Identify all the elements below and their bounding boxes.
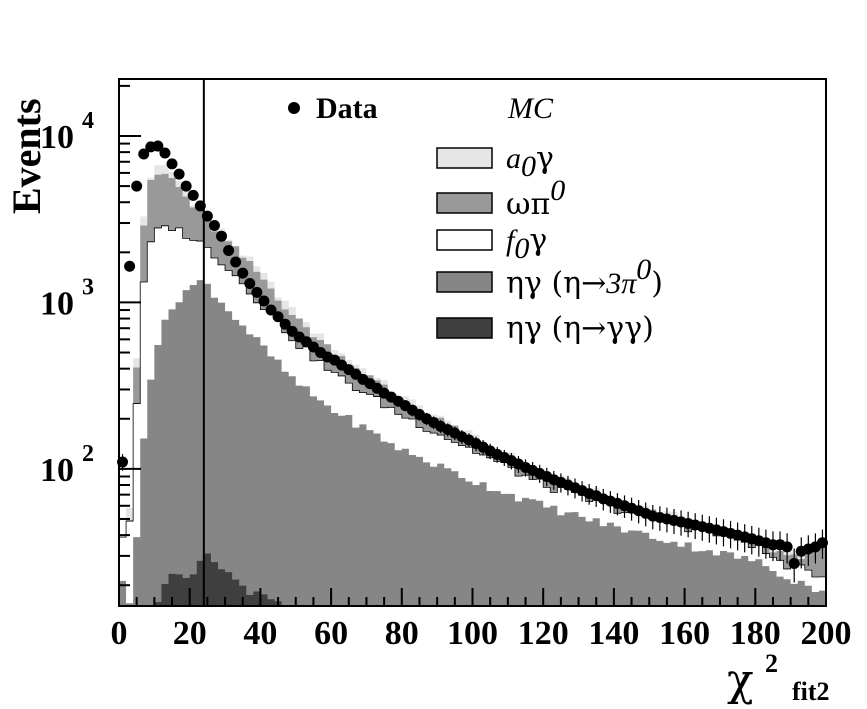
legend-label-f0g: f0γ	[506, 223, 547, 265]
data-point	[216, 230, 228, 242]
data-point-marker	[187, 189, 199, 201]
data-point-marker	[124, 260, 136, 272]
data-point-marker	[159, 147, 171, 159]
y-tick-label: 10	[40, 285, 74, 322]
y-axis-ticks: 10 2 10 3 10 4	[40, 84, 141, 587]
data-point-marker	[216, 230, 228, 242]
data-point	[187, 189, 199, 201]
x-tick-label: 60	[314, 615, 348, 652]
data-point-marker	[180, 180, 192, 192]
x-tick-label: 160	[659, 615, 710, 652]
data-point	[180, 180, 192, 192]
x-tick-label: 20	[173, 615, 207, 652]
legend-label-eta3pi: ηγ (η→3π0)	[506, 253, 663, 301]
data-point	[223, 245, 235, 257]
data-point-marker	[208, 219, 220, 231]
data-point	[173, 168, 185, 180]
data-point-marker	[173, 168, 185, 180]
data-point-marker	[258, 295, 270, 307]
x-tick-label: 80	[385, 615, 419, 652]
data-point	[131, 180, 143, 192]
data-point-marker	[279, 318, 291, 330]
data-point-marker	[781, 541, 793, 553]
legend-label-etagg: ηγ (η→γγ)	[506, 311, 654, 346]
x-axis-ticks: 0 20 40 60 80 100 120 140 160 180 200	[111, 588, 852, 652]
data-point-marker	[788, 558, 800, 570]
legend-data-marker	[288, 102, 300, 114]
y-tick-exponent: 4	[82, 108, 94, 134]
x-tick-label: 180	[730, 615, 781, 652]
data-point-marker	[138, 148, 150, 160]
data-point	[237, 267, 249, 279]
x-axis-title: χ 2 fit2	[727, 649, 830, 706]
data-point	[159, 147, 171, 159]
data-point-marker	[251, 286, 263, 298]
data-point	[788, 548, 800, 583]
data-point-marker	[265, 304, 277, 316]
legend-mc-header: MC	[507, 92, 554, 125]
data-point	[265, 304, 277, 316]
data-point	[124, 260, 136, 272]
legend: Data MC a0γ ωπ0 f0γ ηγ (η→3π0) ηγ (η→γγ)	[288, 92, 663, 346]
legend-swatch-a0g	[436, 147, 493, 169]
legend-swatch-etagg	[436, 317, 493, 339]
y-tick-exponent: 2	[82, 441, 94, 467]
legend-swatch-eta3pi	[436, 271, 493, 293]
data-point	[272, 311, 284, 323]
x-tick-label: 140	[588, 615, 639, 652]
x-tick-label: 200	[801, 615, 852, 652]
data-point	[279, 318, 291, 330]
data-point-marker	[272, 311, 284, 323]
data-point	[138, 148, 150, 160]
legend-label-omegapi: ωπ0	[506, 174, 565, 222]
data-point	[258, 295, 270, 307]
data-point-marker	[152, 140, 164, 152]
x-axis-title-sub: fit2	[792, 677, 830, 706]
data-point-marker	[230, 256, 242, 268]
data-point	[166, 158, 178, 170]
data-point	[781, 533, 793, 564]
data-point	[208, 219, 220, 231]
data-point-marker	[223, 245, 235, 257]
data-point-marker	[166, 158, 178, 170]
histogram-eta3pi	[119, 280, 826, 606]
data-points	[117, 140, 828, 583]
x-tick-label: 100	[447, 615, 498, 652]
y-axis-title: Events	[4, 98, 49, 214]
data-point-marker	[131, 180, 143, 192]
legend-swatch-omegapi	[436, 192, 493, 214]
series-eta3pi	[119, 280, 826, 606]
data-point	[244, 277, 256, 289]
data-point	[152, 140, 164, 152]
legend-swatch-f0g	[436, 229, 493, 251]
y-tick-label: 10	[40, 452, 74, 489]
y-tick-label: 10	[40, 119, 74, 156]
data-point	[230, 256, 242, 268]
data-point-marker	[244, 277, 256, 289]
x-axis-title-main: χ	[727, 655, 754, 706]
data-point	[251, 286, 263, 298]
y-tick-exponent: 3	[82, 274, 94, 300]
legend-data-label: Data	[316, 92, 378, 125]
x-tick-label: 0	[111, 615, 128, 652]
x-axis-title-sup: 2	[765, 649, 778, 678]
x-tick-label: 40	[243, 615, 277, 652]
data-point-marker	[237, 267, 249, 279]
legend-label-a0g: a0γ	[506, 141, 554, 183]
x-tick-label: 120	[518, 615, 569, 652]
